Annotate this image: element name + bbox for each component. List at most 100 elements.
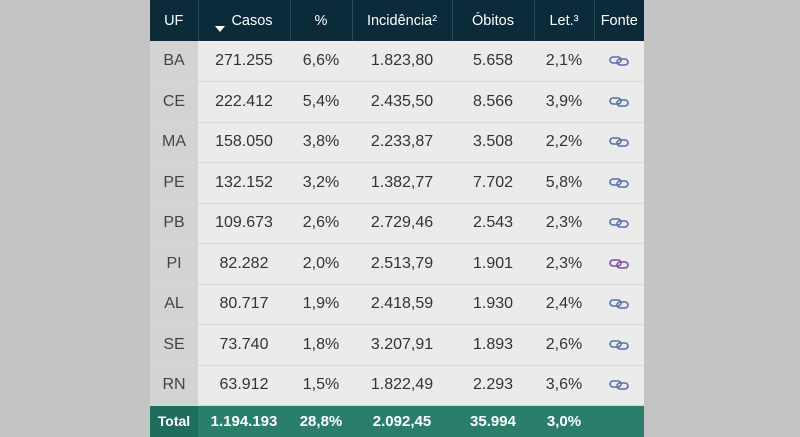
table-row: PI 82.282 2,0% 2.513,79 1.901 2,3% (150, 243, 644, 285)
cell-casos: 73.740 (198, 324, 290, 366)
chain-link-icon (609, 299, 629, 309)
table-row: RN 63.912 1,5% 1.822,49 2.293 3,6% (150, 365, 644, 406)
header-fonte[interactable]: Fonte (600, 12, 638, 29)
source-link[interactable] (609, 217, 629, 229)
cell-casos: 222.412 (198, 81, 290, 123)
total-letalidade: 3,0% (534, 405, 594, 437)
cell-letalidade: 3,9% (534, 81, 594, 123)
total-label: Total (150, 405, 198, 437)
header-obitos[interactable]: Óbitos (452, 0, 535, 41)
cell-pct: 6,6% (290, 41, 352, 82)
cell-pct: 1,9% (290, 284, 352, 325)
cell-incidencia: 2.418,59 (352, 284, 452, 325)
cell-fonte (594, 81, 644, 123)
cell-incidencia: 1.382,77 (352, 162, 452, 204)
total-incidencia: 2.092,45 (352, 405, 452, 437)
cell-incidencia: 2.233,87 (352, 122, 452, 163)
cell-letalidade: 2,4% (534, 284, 594, 325)
data-table-panel: UF Casos % Incidência² Óbitos Let.³ Font… (150, 0, 644, 437)
header-incidencia[interactable]: Incidência² (352, 0, 453, 41)
sort-descending-icon[interactable] (215, 25, 226, 32)
cell-casos: 271.255 (198, 41, 290, 82)
cell-casos: 158.050 (198, 122, 290, 163)
chain-link-icon (609, 137, 629, 147)
cell-obitos: 8.566 (452, 81, 534, 123)
cell-pct: 1,8% (290, 324, 352, 366)
cell-letalidade: 2,6% (534, 324, 594, 366)
cell-incidencia: 1.823,80 (352, 41, 452, 82)
source-link[interactable] (609, 55, 629, 67)
header-letalidade[interactable]: Let.³ (534, 0, 595, 41)
cell-pct: 1,5% (290, 365, 352, 406)
table-header-row: UF Casos % Incidência² Óbitos Let.³ Font… (150, 0, 644, 41)
source-link[interactable] (609, 258, 629, 270)
source-link[interactable] (609, 177, 629, 189)
source-link[interactable] (609, 379, 629, 391)
table-row: CE 222.412 5,4% 2.435,50 8.566 3,9% (150, 81, 644, 123)
source-link[interactable] (609, 96, 629, 108)
source-link[interactable] (609, 136, 629, 148)
cell-obitos: 2.293 (452, 365, 534, 406)
cell-obitos: 1.893 (452, 324, 534, 366)
cell-casos: 82.282 (198, 243, 290, 285)
cell-fonte (594, 365, 644, 406)
cell-uf: CE (150, 81, 198, 123)
covid-states-table: UF Casos % Incidência² Óbitos Let.³ Font… (150, 0, 644, 437)
cell-obitos: 1.930 (452, 284, 534, 325)
chain-link-icon (609, 339, 629, 350)
cell-pct: 3,2% (290, 162, 352, 204)
chain-link-icon (609, 55, 629, 66)
cell-incidencia: 3.207,91 (352, 324, 452, 366)
source-link[interactable] (609, 339, 629, 351)
table-row: BA 271.255 6,6% 1.823,80 5.658 2,1% (150, 41, 644, 82)
total-casos: 1.194.193 (198, 405, 290, 437)
chain-link-icon (609, 380, 629, 390)
cell-obitos: 3.508 (452, 122, 534, 163)
cell-letalidade: 5,8% (534, 162, 594, 204)
cell-letalidade: 3,6% (534, 365, 594, 406)
chain-link-icon (609, 96, 629, 107)
cell-obitos: 2.543 (452, 203, 534, 244)
header-casos[interactable]: Casos (198, 0, 291, 41)
cell-fonte (594, 203, 644, 244)
cell-uf: PB (150, 203, 198, 244)
header-pct[interactable]: % (290, 0, 353, 41)
cell-pct: 2,0% (290, 243, 352, 285)
cell-fonte (594, 122, 644, 163)
cell-fonte (594, 162, 644, 204)
header-uf[interactable]: UF (150, 0, 199, 41)
cell-pct: 2,6% (290, 203, 352, 244)
cell-incidencia: 2.435,50 (352, 81, 452, 123)
total-pct: 28,8% (290, 405, 352, 437)
cell-obitos: 1.901 (452, 243, 534, 285)
cell-letalidade: 2,1% (534, 41, 594, 82)
cell-incidencia: 2.729,46 (352, 203, 452, 244)
cell-pct: 3,8% (290, 122, 352, 163)
cell-letalidade: 2,3% (534, 243, 594, 285)
chain-link-icon (609, 218, 629, 228)
chain-link-icon (609, 258, 629, 269)
cell-uf: PE (150, 162, 198, 204)
table-row: AL 80.717 1,9% 2.418,59 1.930 2,4% (150, 284, 644, 325)
table-row: PB 109.673 2,6% 2.729,46 2.543 2,3% (150, 203, 644, 244)
header-casos-label: Casos (231, 12, 273, 29)
table-row: MA 158.050 3,8% 2.233,87 3.508 2,2% (150, 122, 644, 163)
total-obitos: 35.994 (452, 405, 534, 437)
cell-pct: 5,4% (290, 81, 352, 123)
cell-casos: 132.152 (198, 162, 290, 204)
cell-uf: AL (150, 284, 198, 325)
total-fonte-empty (594, 405, 644, 437)
cell-casos: 109.673 (198, 203, 290, 244)
cell-letalidade: 2,2% (534, 122, 594, 163)
table-total-row: Total 1.194.193 28,8% 2.092,45 35.994 3,… (150, 405, 644, 437)
cell-uf: PI (150, 243, 198, 285)
cell-uf: BA (150, 41, 198, 82)
cell-fonte (594, 243, 644, 285)
cell-uf: RN (150, 365, 198, 406)
source-link[interactable] (609, 298, 629, 310)
cell-fonte (594, 284, 644, 325)
chain-link-icon (609, 177, 629, 188)
cell-casos: 80.717 (198, 284, 290, 325)
cell-fonte (594, 41, 644, 82)
cell-uf: MA (150, 122, 198, 163)
